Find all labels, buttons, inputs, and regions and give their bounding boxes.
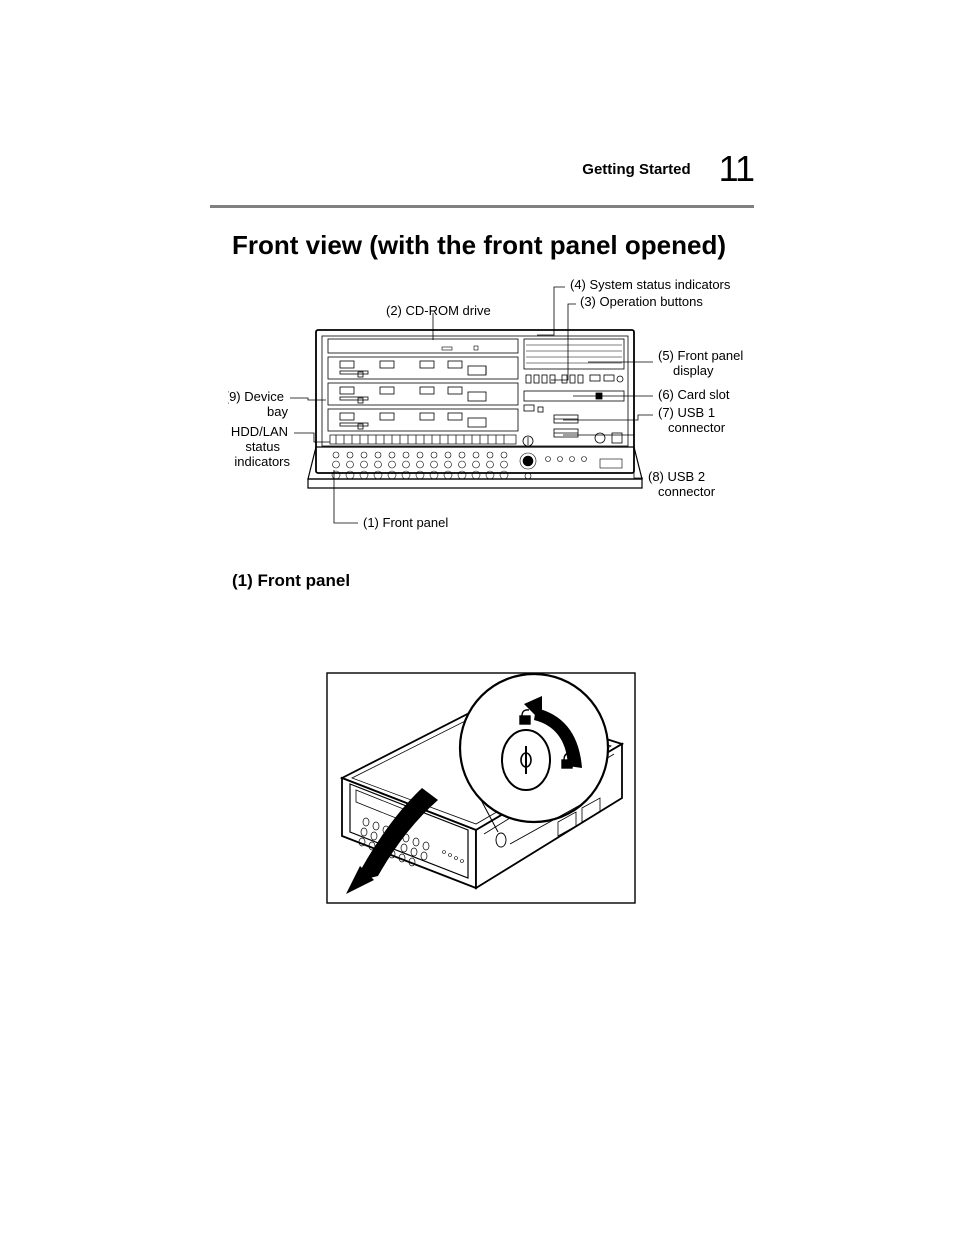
subheading-front-panel: (1) Front panel <box>232 571 350 591</box>
device-bays <box>328 357 518 431</box>
svg-text:connector: connector <box>658 484 716 499</box>
svg-text:(7) USB 1: (7) USB 1 <box>658 405 715 420</box>
front-view-diagram: (4) System status indicators (3) Operatio… <box>228 275 748 535</box>
svg-text:(8) USB 2: (8) USB 2 <box>648 469 705 484</box>
svg-text:(4) System status indicators: (4) System status indicators <box>570 277 731 292</box>
svg-text:connector: connector <box>668 420 726 435</box>
svg-text:(6) Card slot: (6) Card slot <box>658 387 730 402</box>
svg-text:status: status <box>245 439 280 454</box>
page-number: 11 <box>719 148 754 190</box>
svg-text:bay: bay <box>267 404 288 419</box>
svg-text:(10) HDD/LAN: (10) HDD/LAN <box>228 424 288 439</box>
svg-text:(3) Operation buttons: (3) Operation buttons <box>580 294 703 309</box>
header-rule <box>210 205 754 208</box>
svg-text:(9) Device: (9) Device <box>228 389 284 404</box>
svg-text:indicators: indicators <box>234 454 290 469</box>
svg-text:(5) Front panel: (5) Front panel <box>658 348 743 363</box>
lock-diagram <box>326 672 636 904</box>
svg-text:(2) CD-ROM drive: (2) CD-ROM drive <box>386 303 491 318</box>
page-header: Getting Started 11 <box>582 148 754 190</box>
svg-text:display: display <box>673 363 714 378</box>
svg-text:(1) Front panel: (1) Front panel <box>363 515 448 530</box>
front-panel-door <box>308 447 642 488</box>
page-title: Front view (with the front panel opened) <box>232 230 726 261</box>
section-name: Getting Started <box>582 161 690 178</box>
